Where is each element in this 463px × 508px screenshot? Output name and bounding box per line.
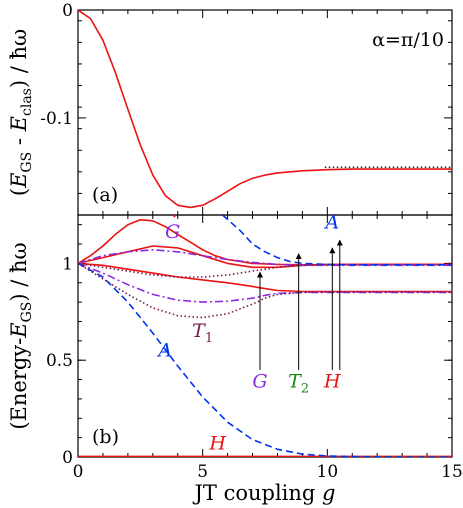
panel-label: (b) <box>92 426 119 448</box>
x-tick-label: 0 <box>73 462 84 482</box>
alpha-annotation: α=π/10 <box>372 29 444 51</box>
panel-b: 0 0.5 1 (b) (Energy-EGS) / ħω 0 5 10 15 JT coupli… <box>7 212 463 505</box>
panel-label: (a) <box>92 184 118 206</box>
y-tick-label: 1 <box>62 254 73 274</box>
series-line-1 <box>78 245 452 269</box>
arrow-label-0: G <box>252 370 267 392</box>
y-axis-label: (EGS - Eclas) / ħω <box>7 29 35 196</box>
series-line-9 <box>78 262 452 319</box>
y-axis-label: (Energy-EGS) / ħω <box>7 242 35 429</box>
x-axis-label: JT coupling g <box>192 481 335 505</box>
arrow-label-1: T2 <box>288 370 309 396</box>
series-line-0 <box>78 10 452 209</box>
x-tick-label: 5 <box>197 462 208 482</box>
series-line-7 <box>78 262 452 457</box>
curve-label-4: T1 <box>192 320 213 346</box>
curve-label-1: A <box>323 212 339 234</box>
curve-label-0: G <box>165 221 180 243</box>
series-line-0 <box>78 219 452 266</box>
y-tick-label: 0.5 <box>46 351 73 371</box>
series-line-10 <box>78 262 328 278</box>
panel-a: 0 -0.1 (a) α=π/10 (EGS - Eclas) / ħω <box>7 1 453 216</box>
y-tick-label: -0.1 <box>40 109 73 129</box>
series-line-3 <box>172 215 176 218</box>
curve-label-3: H <box>208 432 226 454</box>
x-tick-label: 10 <box>317 462 339 482</box>
arrow-label-2: H <box>323 370 341 392</box>
y-tick-label: 0 <box>62 448 73 468</box>
y-tick-label: 0 <box>62 1 73 21</box>
x-tick-label: 15 <box>441 462 463 482</box>
curve-label-2: A <box>156 339 172 361</box>
